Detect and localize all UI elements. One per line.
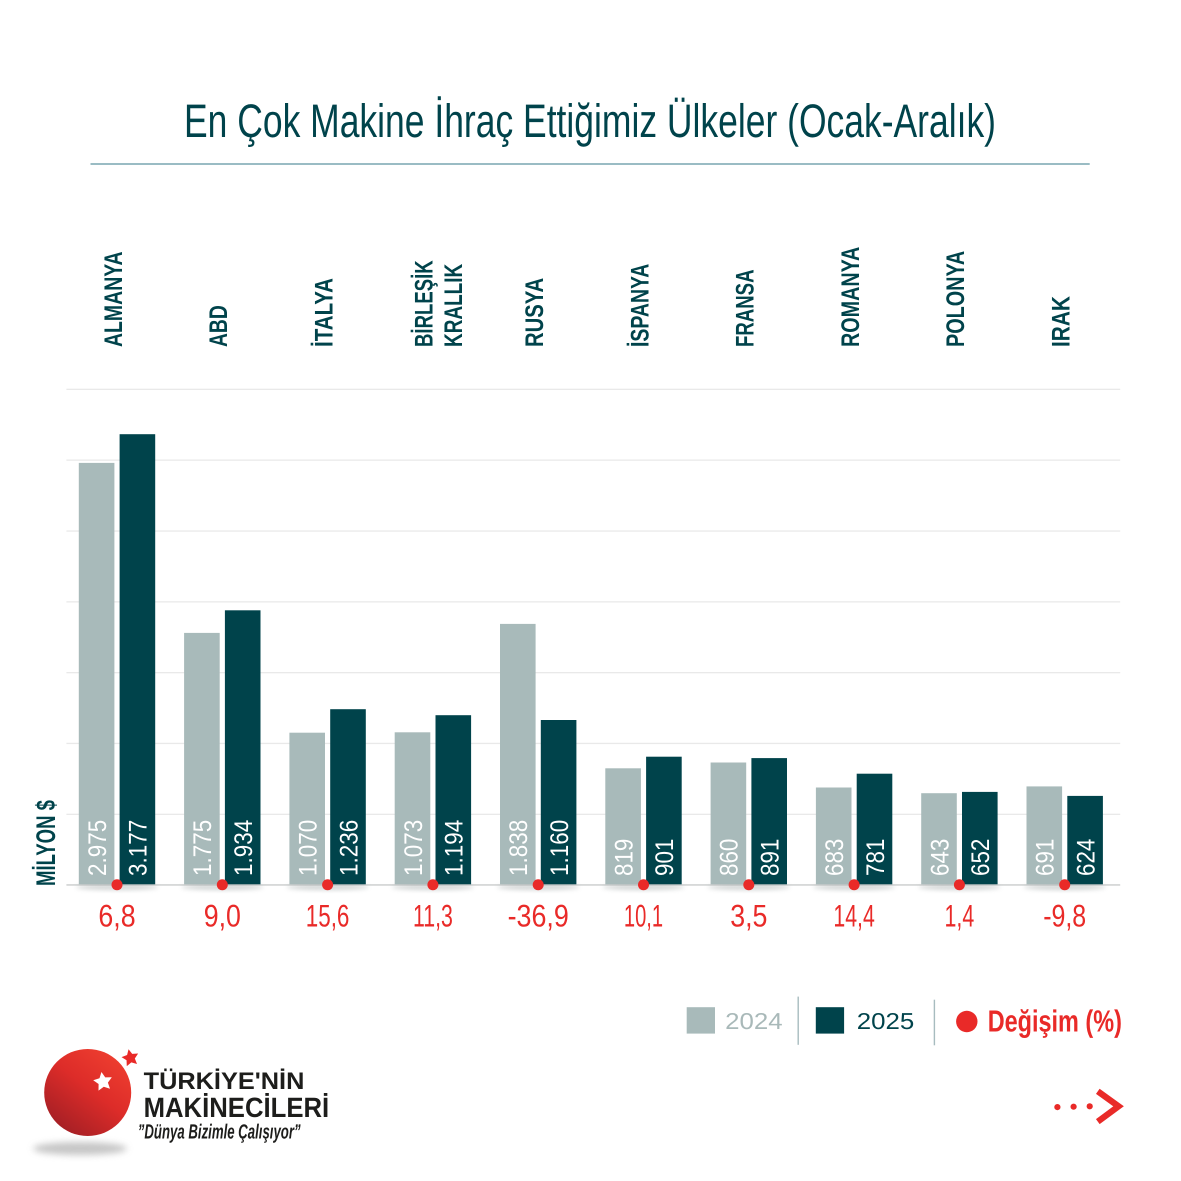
svg-text:MAKİNECİLERİ: MAKİNECİLERİ xyxy=(144,1092,330,1123)
svg-text:1.934: 1.934 xyxy=(230,820,258,876)
svg-text:İTALYA: İTALYA xyxy=(310,278,338,347)
svg-text:En Çok Makine İhraç Ettiğimiz: En Çok Makine İhraç Ettiğimiz Ülkeler (O… xyxy=(184,94,996,147)
svg-text:BİRLEŞİK: BİRLEŞİK xyxy=(411,260,439,347)
svg-text:MİLYON $: MİLYON $ xyxy=(31,800,61,886)
svg-text:POLONYA: POLONYA xyxy=(942,251,970,347)
svg-text:6,8: 6,8 xyxy=(98,899,135,934)
svg-text:683: 683 xyxy=(821,839,849,876)
svg-text:891: 891 xyxy=(757,839,785,876)
svg-text:1,4: 1,4 xyxy=(945,899,975,934)
svg-text:1.073: 1.073 xyxy=(400,820,428,876)
svg-text:FRANSA: FRANSA xyxy=(732,270,760,348)
svg-text:652: 652 xyxy=(967,839,995,876)
svg-text:624: 624 xyxy=(1072,839,1100,876)
svg-text:-9,8: -9,8 xyxy=(1043,899,1086,934)
svg-text:2024: 2024 xyxy=(725,1008,783,1034)
svg-text:3,5: 3,5 xyxy=(730,899,767,934)
svg-text:1.775: 1.775 xyxy=(189,820,217,876)
svg-text:14,4: 14,4 xyxy=(833,899,874,934)
svg-text:781: 781 xyxy=(862,839,890,876)
svg-text:-36,9: -36,9 xyxy=(508,899,569,934)
svg-text:691: 691 xyxy=(1032,839,1060,876)
svg-text:İSPANYA: İSPANYA xyxy=(626,264,654,347)
svg-text:3.177: 3.177 xyxy=(125,820,153,876)
svg-text:RUSYA: RUSYA xyxy=(521,278,549,347)
svg-text:11,3: 11,3 xyxy=(413,899,453,934)
svg-text:ALMANYA: ALMANYA xyxy=(100,252,128,348)
svg-text:Değişim (%): Değişim (%) xyxy=(988,1004,1122,1038)
svg-text:819: 819 xyxy=(610,839,638,876)
svg-text:901: 901 xyxy=(651,839,679,876)
svg-text:1.236: 1.236 xyxy=(335,820,363,876)
svg-text:1.194: 1.194 xyxy=(441,820,469,876)
svg-text:10,1: 10,1 xyxy=(624,899,663,934)
svg-text:”Dünya Bizimle Çalışıyor”: ”Dünya Bizimle Çalışıyor” xyxy=(138,1121,301,1144)
svg-text:1.838: 1.838 xyxy=(505,820,533,876)
svg-text:15,6: 15,6 xyxy=(306,899,350,934)
svg-text:1.070: 1.070 xyxy=(295,820,323,876)
svg-text:IRAK: IRAK xyxy=(1048,296,1076,347)
svg-text:2025: 2025 xyxy=(857,1008,915,1034)
svg-text:1.160: 1.160 xyxy=(546,820,574,876)
svg-text:TÜRKİYE'NİN: TÜRKİYE'NİN xyxy=(144,1068,305,1095)
svg-text:2.975: 2.975 xyxy=(84,820,112,876)
svg-text:ROMANYA: ROMANYA xyxy=(837,247,865,347)
svg-text:ABD: ABD xyxy=(205,305,233,347)
svg-text:860: 860 xyxy=(716,839,744,876)
svg-text:9,0: 9,0 xyxy=(204,899,241,934)
svg-text:643: 643 xyxy=(926,839,954,876)
svg-text:KRALLIK: KRALLIK xyxy=(440,263,468,347)
